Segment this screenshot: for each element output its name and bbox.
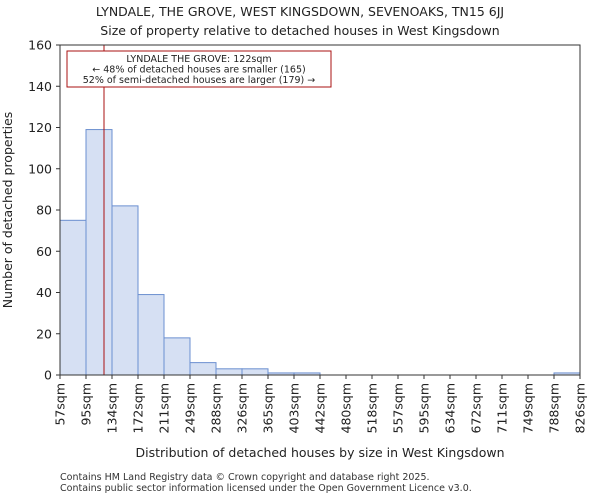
x-tick-label: 634sqm — [443, 383, 458, 433]
x-tick-label: 480sqm — [339, 383, 354, 433]
x-tick-label: 288sqm — [209, 383, 224, 433]
bar-172sqm — [137, 294, 165, 376]
x-tick-label: 211sqm — [157, 383, 172, 433]
x-tick-label: 788sqm — [547, 383, 562, 433]
x-tick-label: 672sqm — [469, 383, 484, 433]
annotation-box: LYNDALE THE GROVE: 122sqm ← 48% of detac… — [66, 50, 332, 88]
bars-group — [59, 129, 581, 376]
footer-line-2: Contains public sector information licen… — [60, 482, 472, 494]
footer: Contains HM Land Registry data © Crown c… — [60, 472, 472, 494]
x-tick-label: 711sqm — [495, 383, 510, 433]
x-axis-label: Distribution of detached houses by size … — [135, 445, 504, 460]
y-tick-label: 60 — [36, 244, 52, 259]
footer-line-1: Contains HM Land Registry data © Crown c… — [60, 472, 430, 483]
bar-57sqm — [59, 219, 87, 376]
y-tick-label: 120 — [28, 120, 52, 135]
x-tick-label: 134sqm — [105, 383, 120, 433]
y-tick-label: 40 — [36, 285, 52, 300]
bar-134sqm — [111, 205, 139, 376]
bar-95sqm — [85, 129, 113, 376]
annotation-border — [66, 50, 332, 88]
y-tick-label: 100 — [28, 161, 52, 176]
x-axis-ticks: 57sqm 95sqm 134sqm 172sqm 211sqm 249sqm 288sqm… — [53, 375, 588, 433]
bar-288sqm — [215, 368, 243, 376]
annotation-line-1: LYNDALE THE GROVE: 122sqm — [126, 54, 271, 65]
x-tick-label: 172sqm — [131, 383, 146, 433]
y-tick-label: 160 — [28, 38, 52, 53]
bar-249sqm — [189, 362, 217, 376]
x-tick-label: 95sqm — [79, 383, 94, 426]
x-tick-label: 442sqm — [313, 383, 328, 433]
x-tick-label: 403sqm — [287, 383, 302, 433]
x-tick-label: 595sqm — [417, 383, 432, 433]
x-tick-label: 326sqm — [235, 383, 250, 433]
y-tick-label: 80 — [36, 203, 52, 218]
x-tick-label: 749sqm — [521, 383, 536, 433]
x-tick-label: 557sqm — [391, 383, 406, 433]
chart-title-line-2: Size of property relative to detached ho… — [100, 23, 500, 38]
x-tick-label: 518sqm — [365, 383, 380, 433]
annotation-line-3: 52% of semi-detached houses are larger (… — [83, 75, 316, 86]
chart-title-line-1: LYNDALE, THE GROVE, WEST KINGSDOWN, SEVE… — [95, 4, 505, 19]
y-axis-label: Number of detached properties — [0, 112, 15, 309]
x-tick-label: 826sqm — [573, 383, 588, 433]
x-tick-label: 249sqm — [183, 383, 198, 433]
y-tick-label: 140 — [28, 79, 52, 94]
bar-211sqm — [163, 337, 191, 376]
chart-title: LYNDALE, THE GROVE, WEST KINGSDOWN, SEVE… — [0, 2, 600, 40]
x-tick-label: 365sqm — [261, 383, 276, 433]
annotation-line-2: ← 48% of detached houses are smaller (16… — [92, 65, 305, 76]
y-tick-label: 20 — [36, 326, 52, 341]
y-axis-ticks: 0 20 40 60 80 100 120 140 160 — [28, 38, 60, 383]
bar-326sqm — [241, 368, 269, 376]
y-tick-label: 0 — [44, 368, 52, 383]
x-tick-label: 57sqm — [53, 383, 68, 426]
